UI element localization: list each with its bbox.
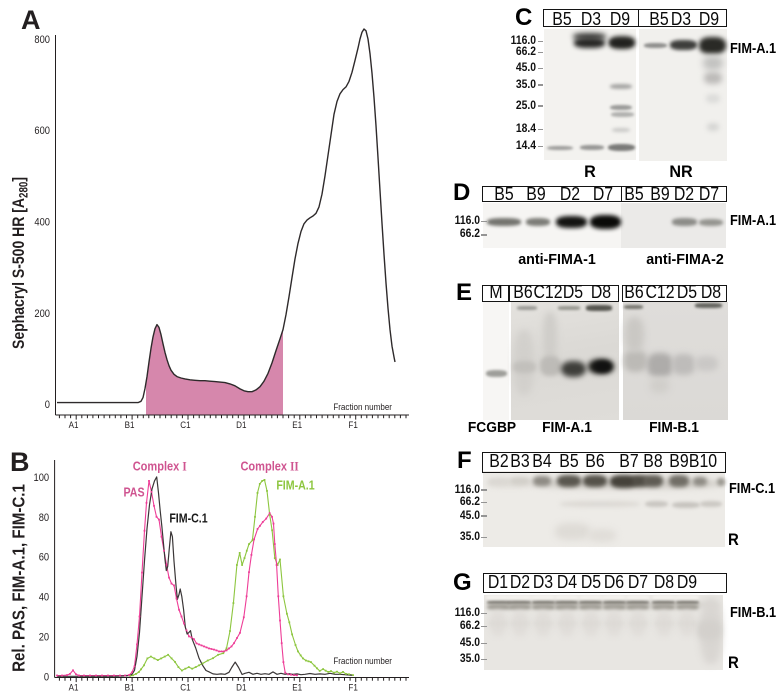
svg-text:40: 40	[39, 592, 50, 604]
svg-text:800: 800	[34, 34, 50, 46]
svg-text:Complex II: Complex II	[240, 459, 299, 474]
svg-text:Fraction number: Fraction number	[333, 401, 392, 412]
svg-text:A1: A1	[69, 419, 79, 430]
svg-text:60: 60	[39, 552, 50, 564]
svg-text:D1: D1	[236, 682, 246, 693]
svg-text:F1: F1	[348, 682, 358, 693]
svg-text:0: 0	[45, 399, 50, 411]
svg-text:A1: A1	[69, 682, 79, 693]
svg-text:600: 600	[34, 126, 50, 138]
svg-text:D1: D1	[236, 419, 246, 430]
svg-text:0: 0	[44, 672, 49, 684]
svg-text:Sephacryl S-500 HR [A280]: Sephacryl S-500 HR [A280]	[10, 177, 31, 349]
svg-text:C1: C1	[180, 682, 190, 693]
svg-text:FIM-A.1: FIM-A.1	[276, 479, 315, 493]
svg-text:F1: F1	[348, 419, 358, 430]
svg-text:80: 80	[39, 512, 50, 524]
svg-text:FIM-C.1: FIM-C.1	[169, 512, 208, 526]
svg-text:E1: E1	[292, 682, 302, 693]
svg-text:Fraction number: Fraction number	[333, 655, 392, 666]
svg-text:E1: E1	[292, 419, 302, 430]
svg-text:B1: B1	[125, 419, 135, 430]
svg-text:Rel. PAS, FIM-A.1, FIM-C.1: Rel. PAS, FIM-A.1, FIM-C.1	[9, 484, 28, 672]
svg-text:A: A	[21, 5, 41, 35]
svg-text:B: B	[10, 447, 30, 477]
svg-text:PAS: PAS	[123, 486, 144, 500]
svg-text:B1: B1	[125, 682, 135, 693]
svg-text:20: 20	[39, 632, 50, 644]
svg-text:200: 200	[34, 308, 50, 320]
svg-text:100: 100	[34, 472, 50, 484]
svg-text:C1: C1	[180, 419, 190, 430]
svg-text:Complex I: Complex I	[133, 458, 187, 473]
svg-text:400: 400	[34, 217, 50, 229]
